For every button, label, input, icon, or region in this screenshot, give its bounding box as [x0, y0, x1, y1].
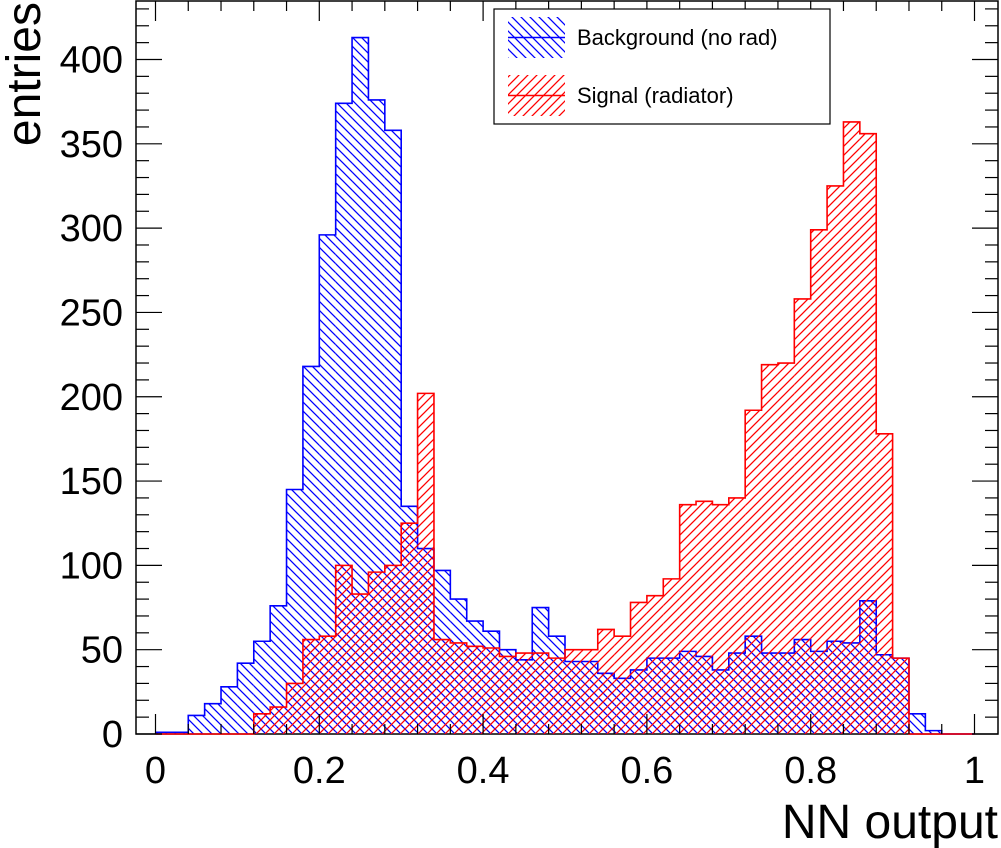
y-axis-title: entries	[0, 2, 51, 146]
y-tick-label: 250	[60, 292, 123, 334]
bar-signal-38	[777, 363, 795, 734]
bar-background-4	[221, 686, 238, 734]
bar-signal-31	[663, 578, 680, 734]
bar-background-12	[352, 37, 369, 735]
signal-series	[155, 121, 975, 735]
y-tick-label: 100	[60, 545, 123, 587]
legend-label-signal: Signal (radiator)	[577, 83, 734, 108]
bar-background-10	[319, 234, 336, 734]
bar-background-3	[204, 703, 222, 734]
x-tick-label: 1	[964, 750, 985, 792]
y-tick-label: 400	[60, 40, 123, 82]
bar-signal-21	[499, 656, 516, 734]
bar-signal-13	[368, 572, 385, 734]
bar-signal-24	[548, 658, 565, 734]
x-tick-label: 0.2	[293, 750, 346, 792]
bar-signal-45	[892, 658, 909, 734]
bar-signal-26	[581, 649, 598, 734]
x-tick-label: 0.4	[457, 750, 510, 792]
bar-signal-8	[286, 683, 303, 734]
bar-signal-7	[270, 707, 287, 734]
y-tick-label: 200	[60, 377, 123, 419]
signal-outline	[155, 121, 975, 735]
bar-background-1	[171, 732, 189, 734]
bar-signal-33	[696, 501, 713, 734]
legend: Background (no rad) Signal (radiator)	[493, 8, 831, 125]
bar-signal-39	[794, 298, 811, 734]
bar-background-8	[286, 489, 303, 734]
bar-signal-23	[532, 653, 549, 734]
bar-background-5	[237, 663, 254, 734]
bar-signal-11	[335, 565, 353, 734]
y-tick-label: 300	[60, 208, 123, 250]
bar-signal-42	[843, 121, 860, 735]
bar-signal-10	[319, 636, 336, 734]
y-tick-label: 150	[60, 461, 123, 503]
bar-signal-9	[302, 639, 320, 734]
bar-signal-27	[597, 629, 615, 734]
bar-background-2	[188, 715, 205, 734]
bar-signal-12	[352, 594, 369, 734]
bar-signal-25	[565, 649, 582, 734]
bar-background-6	[253, 641, 271, 734]
x-tick-label: 0.8	[784, 750, 837, 792]
x-tick-label: 0.6	[620, 750, 673, 792]
bar-signal-20	[483, 648, 500, 734]
bar-signal-28	[614, 636, 631, 734]
bar-background-0	[155, 732, 172, 734]
bar-signal-6	[253, 713, 271, 734]
y-axis: 0 50 100 150 200 250 300 350 400	[60, 8, 998, 756]
y-tick-label: 50	[81, 630, 123, 672]
bar-signal-43	[859, 133, 877, 734]
bar-signal-17	[433, 639, 451, 734]
bar-signal-44	[876, 433, 893, 734]
y-tick-label: 0	[102, 714, 123, 756]
bar-background-46	[908, 713, 926, 734]
bar-signal-35	[728, 497, 746, 734]
bar-signal-36	[745, 410, 762, 734]
bar-signal-32	[679, 504, 697, 734]
bar-signal-40	[810, 229, 828, 734]
bar-signal-14	[384, 565, 402, 734]
bar-signal-15	[401, 523, 418, 734]
bar-signal-41	[827, 185, 844, 734]
bar-signal-22	[515, 653, 533, 734]
bar-signal-34	[712, 504, 729, 734]
y-tick-label: 350	[60, 124, 123, 166]
bar-signal-29	[630, 602, 647, 734]
x-tick-label: 0	[145, 750, 166, 792]
bar-signal-19	[466, 646, 484, 734]
bar-background-7	[270, 605, 287, 734]
bar-signal-18	[450, 642, 467, 734]
bar-signal-37	[761, 364, 778, 734]
x-axis-title: NN output	[782, 796, 998, 848]
legend-label-background: Background (no rad)	[577, 25, 778, 50]
bar-signal-30	[646, 595, 664, 734]
bar-background-47	[925, 730, 942, 734]
bar-signal-16	[417, 393, 434, 734]
x-axis: 0 0.2 0.4 0.6 0.8 1	[145, 1, 985, 792]
